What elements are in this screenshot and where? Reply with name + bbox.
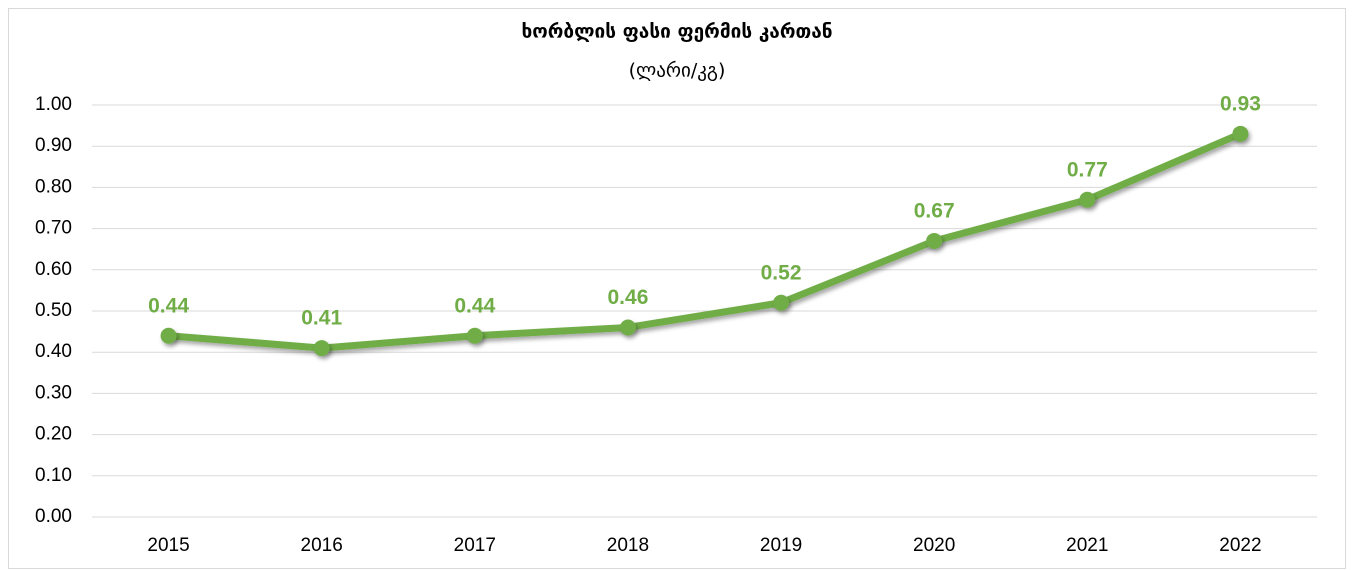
x-tick-label: 2017 bbox=[454, 535, 496, 556]
data-label: 0.44 bbox=[454, 294, 495, 317]
data-label: 0.52 bbox=[761, 261, 802, 284]
x-tick-label: 2019 bbox=[760, 535, 802, 556]
data-label: 0.77 bbox=[1067, 158, 1108, 181]
x-tick-label: 2016 bbox=[301, 535, 343, 556]
x-tick-label: 2021 bbox=[1066, 535, 1108, 556]
data-label: 0.41 bbox=[301, 307, 342, 330]
data-label: 0.44 bbox=[148, 294, 189, 317]
data-point bbox=[466, 327, 483, 344]
x-tick-label: 2015 bbox=[147, 535, 189, 556]
chart-border bbox=[8, 8, 1346, 569]
y-tick-label: 0.10 bbox=[35, 465, 72, 486]
y-tick-label: 0.80 bbox=[35, 176, 72, 197]
data-point bbox=[1079, 191, 1096, 208]
y-tick-label: 0.20 bbox=[35, 424, 72, 445]
x-tick-label: 2020 bbox=[913, 535, 955, 556]
chart-title: ხორბლის ფასი ფერმის კართან bbox=[521, 21, 832, 43]
data-point bbox=[926, 232, 943, 249]
y-tick-label: 1.00 bbox=[35, 94, 72, 115]
y-tick-label: 0.90 bbox=[35, 135, 72, 156]
data-point bbox=[619, 319, 636, 336]
x-tick-label: 2018 bbox=[607, 535, 649, 556]
y-tick-label: 0.50 bbox=[35, 300, 72, 321]
y-tick-label: 0.40 bbox=[35, 341, 72, 362]
data-point bbox=[773, 294, 790, 311]
data-point bbox=[160, 327, 177, 344]
data-point bbox=[1232, 125, 1249, 142]
y-tick-label: 0.70 bbox=[35, 218, 72, 239]
data-label: 0.46 bbox=[608, 286, 649, 309]
data-point bbox=[313, 340, 330, 357]
data-label: 0.67 bbox=[914, 200, 955, 223]
x-tick-label: 2022 bbox=[1219, 535, 1261, 556]
y-tick-label: 0.60 bbox=[35, 259, 72, 280]
y-tick-label: 0.00 bbox=[35, 506, 72, 527]
data-label: 0.93 bbox=[1220, 92, 1261, 115]
y-tick-label: 0.30 bbox=[35, 382, 72, 403]
chart-subtitle: (ლარი/კგ) bbox=[629, 60, 726, 82]
data-line bbox=[165, 130, 1244, 352]
